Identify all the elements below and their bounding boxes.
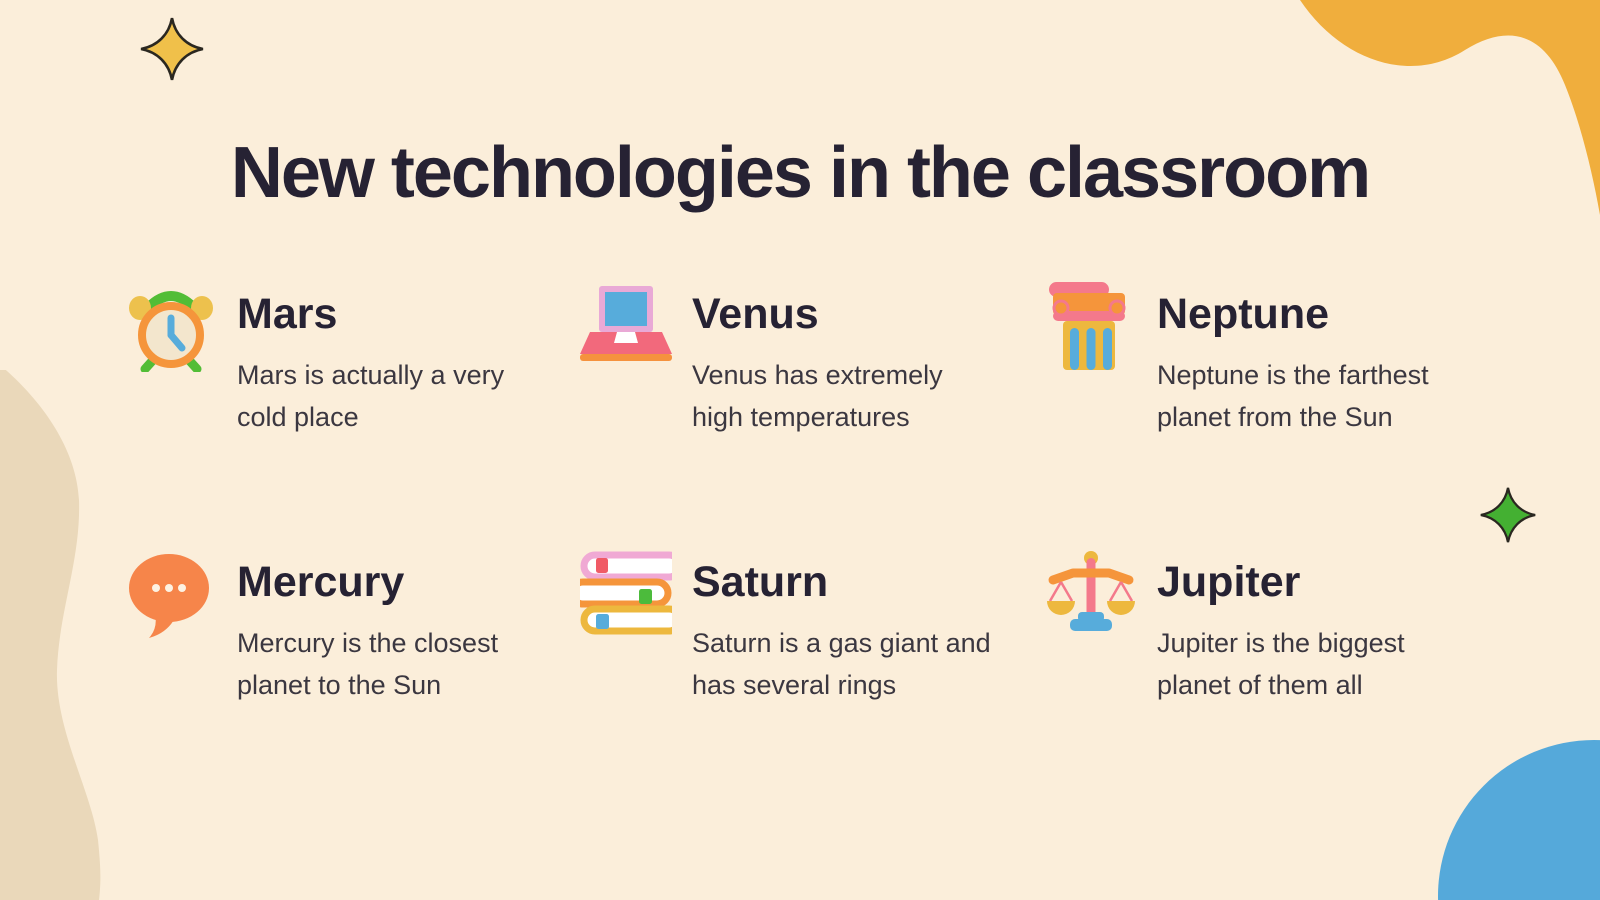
sparkle-icon: [140, 17, 204, 81]
item-title: Mercury: [237, 558, 405, 606]
laptop-icon: [580, 286, 672, 361]
item-description: Mercury is the closest planet to the Sun: [237, 628, 499, 701]
item-description: Saturn is a gas giant and has several ri…: [692, 628, 991, 701]
item-description: Mars is actually a very cold place: [237, 360, 505, 433]
greek-column-icon: [1049, 282, 1126, 370]
speech-bubble-icon: [129, 554, 209, 638]
list-item: Neptune Neptune is the farthest planet f…: [1045, 280, 1505, 439]
alarm-clock-icon: [129, 291, 213, 372]
page-title: New technologies in the classroom: [230, 133, 1371, 214]
item-description: Jupiter is the biggest planet of them al…: [1157, 628, 1405, 701]
item-title: Neptune: [1157, 290, 1329, 338]
list-item: Venus Venus has extremely high temperatu…: [580, 280, 1040, 439]
list-item: Saturn Saturn is a gas giant and has sev…: [580, 548, 1040, 707]
item-title: Mars: [237, 290, 338, 338]
list-item: Jupiter Jupiter is the biggest planet of…: [1045, 548, 1505, 707]
scales-icon: [1047, 551, 1135, 631]
books-stack-icon: [580, 551, 672, 635]
item-title: Jupiter: [1157, 558, 1301, 606]
item-description: Venus has extremely high temperatures: [692, 360, 943, 433]
item-description: Neptune is the farthest planet from the …: [1157, 360, 1429, 433]
list-item: Mars Mars is actually a very cold place: [125, 280, 585, 439]
corner-circle: [1438, 740, 1600, 900]
item-title: Venus: [692, 290, 819, 338]
side-blob: [0, 370, 101, 900]
sparkle-icon: [1480, 487, 1536, 543]
list-item: Mercury Mercury is the closest planet to…: [125, 548, 585, 707]
item-title: Saturn: [692, 558, 829, 606]
